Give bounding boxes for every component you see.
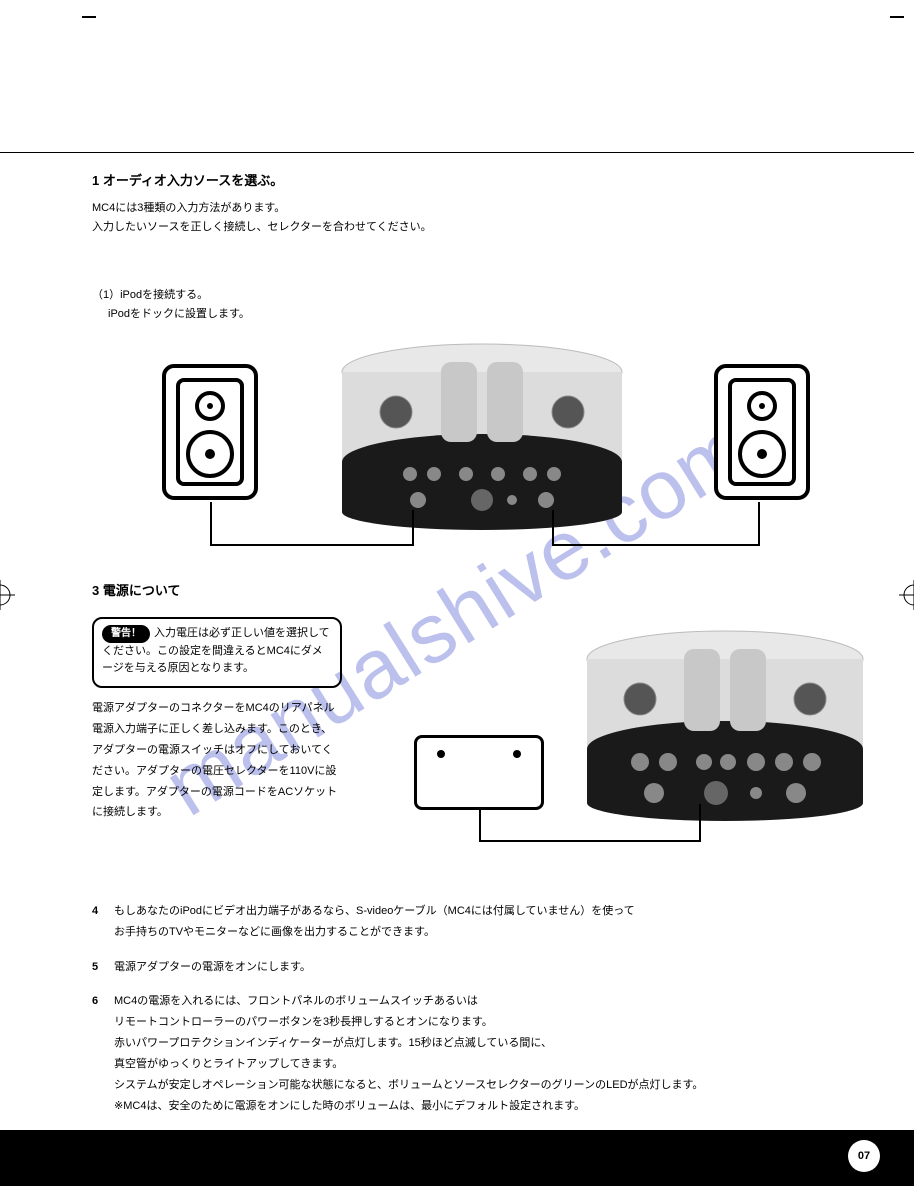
- section-1-sub2: iPodをドックに設置します。: [108, 305, 880, 324]
- connector-line: [758, 502, 760, 544]
- section-1-line2: 入力したいソースを正しく接続し、セレクターを合わせてください。: [92, 218, 880, 237]
- crop-mark: [890, 16, 904, 18]
- connector-line: [210, 502, 212, 544]
- step-line: もしあなたのiPodにビデオ出力端子があるなら、S-videoケーブル（MC4に…: [114, 901, 880, 922]
- section-1: 1 オーディオ入力ソースを選ぶ。 MC4には3種類の入力方法があります。 入力し…: [92, 170, 880, 324]
- section-3-body: 電源アダプターのコネクターをMC4のリアパネル電源入力端子に正しく差し込みます。…: [92, 698, 342, 823]
- step-5: 5 電源アダプターの電源をオンにします。: [92, 957, 880, 978]
- connector-line: [552, 510, 554, 546]
- section-3-text: 警告！入力電圧は必ず正しい値を選択してください。この設定を間違えるとMC4にダメ…: [92, 617, 342, 857]
- step-4: 4 もしあなたのiPodにビデオ出力端子があるなら、S-videoケーブル（MC…: [92, 901, 880, 943]
- step-6: 6 MC4の電源を入れるには、フロントパネルのボリュームスイッチあるいは リモー…: [92, 991, 880, 1116]
- registration-mark-left: [0, 580, 15, 610]
- section-3-heading: 3 電源について: [92, 580, 880, 599]
- connector-line: [699, 804, 701, 842]
- page-number-badge: 07: [848, 1140, 880, 1172]
- step-line: 赤いパワープロテクションインディケーターが点灯します。15秒ほど点滅している間に…: [114, 1033, 880, 1054]
- step-body: 電源アダプターの電源をオンにします。: [114, 957, 880, 978]
- page-number: 07: [858, 1150, 870, 1162]
- step-line: MC4の電源を入れるには、フロントパネルのボリュームスイッチあるいは: [114, 991, 880, 1012]
- step-line: システムが安定しオペレーション可能な状態になると、ボリュームとソースセレクターの…: [114, 1075, 880, 1096]
- steps: 4 もしあなたのiPodにビデオ出力端子があるなら、S-videoケーブル（MC…: [92, 901, 880, 1117]
- connector-line: [552, 544, 760, 546]
- connector-line: [412, 510, 414, 546]
- registration-mark-right: [899, 580, 914, 610]
- connector-line: [479, 810, 481, 840]
- section-3: 警告！入力電圧は必ず正しい値を選択してください。この設定を間違えるとMC4にダメ…: [92, 617, 880, 857]
- step-line: 電源アダプターの電源をオンにします。: [114, 957, 880, 978]
- speaker-icon-right: [712, 362, 812, 502]
- section-3-figure: [366, 617, 880, 857]
- crop-marks-top: [0, 16, 914, 36]
- adapter-box-icon: [414, 735, 544, 810]
- step-line: お手持ちのTVやモニターなどに画像を出力することができます。: [114, 922, 880, 943]
- speaker-icon-left: [160, 362, 260, 502]
- page-content: 1 オーディオ入力ソースを選ぶ。 MC4には3種類の入力方法があります。 入力し…: [92, 170, 880, 1150]
- step-number: 4: [92, 901, 106, 943]
- header-rule: [0, 152, 914, 153]
- section-1-heading: 1 オーディオ入力ソースを選ぶ。: [92, 170, 880, 189]
- connector-line: [210, 544, 412, 546]
- step-line: ※MC4は、安全のために電源をオンにした時のボリュームは、最小にデフォルト設定さ…: [114, 1096, 880, 1117]
- section-1-sub1: （1）iPodを接続する。: [92, 286, 880, 305]
- step-number: 6: [92, 991, 106, 1116]
- warning-label: 警告！: [102, 625, 150, 643]
- step-line: 真空管がゆっくりとライトアップしてきます。: [114, 1054, 880, 1075]
- warning-box: 警告！入力電圧は必ず正しい値を選択してください。この設定を間違えるとMC4にダメ…: [92, 617, 342, 688]
- step-number: 5: [92, 957, 106, 978]
- step-line: リモートコントローラーのパワーボタンを3秒長押しするとオンになります。: [114, 1012, 880, 1033]
- amp-photo: [326, 332, 638, 532]
- step-body: MC4の電源を入れるには、フロントパネルのボリュームスイッチあるいは リモートコ…: [114, 991, 880, 1116]
- section-1-line1: MC4には3種類の入力方法があります。: [92, 199, 880, 218]
- figure-speakers-amp: [92, 332, 880, 562]
- page-footer: 07: [0, 1130, 914, 1186]
- crop-mark: [82, 16, 96, 18]
- amp-photo-rear: [570, 617, 880, 827]
- step-body: もしあなたのiPodにビデオ出力端子があるなら、S-videoケーブル（MC4に…: [114, 901, 880, 943]
- connector-line: [479, 840, 699, 842]
